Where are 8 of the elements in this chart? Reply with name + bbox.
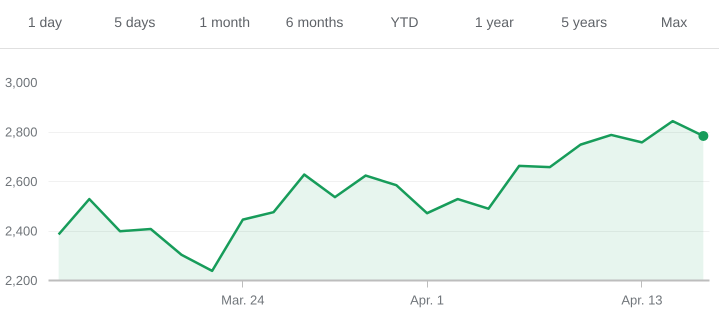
y-tick-label: 2,800 bbox=[4, 124, 38, 140]
y-tick-label: 2,600 bbox=[4, 174, 38, 189]
y-tick-label: 2,400 bbox=[4, 224, 38, 238]
y-tick-label: 2,200 bbox=[4, 273, 38, 288]
x-tick-label: Apr. 1 bbox=[410, 292, 444, 308]
y-tick-label: 3,000 bbox=[4, 75, 38, 90]
x-tick-label: Mar. 24 bbox=[221, 292, 265, 308]
x-tick-label: Apr. 13 bbox=[621, 292, 663, 308]
